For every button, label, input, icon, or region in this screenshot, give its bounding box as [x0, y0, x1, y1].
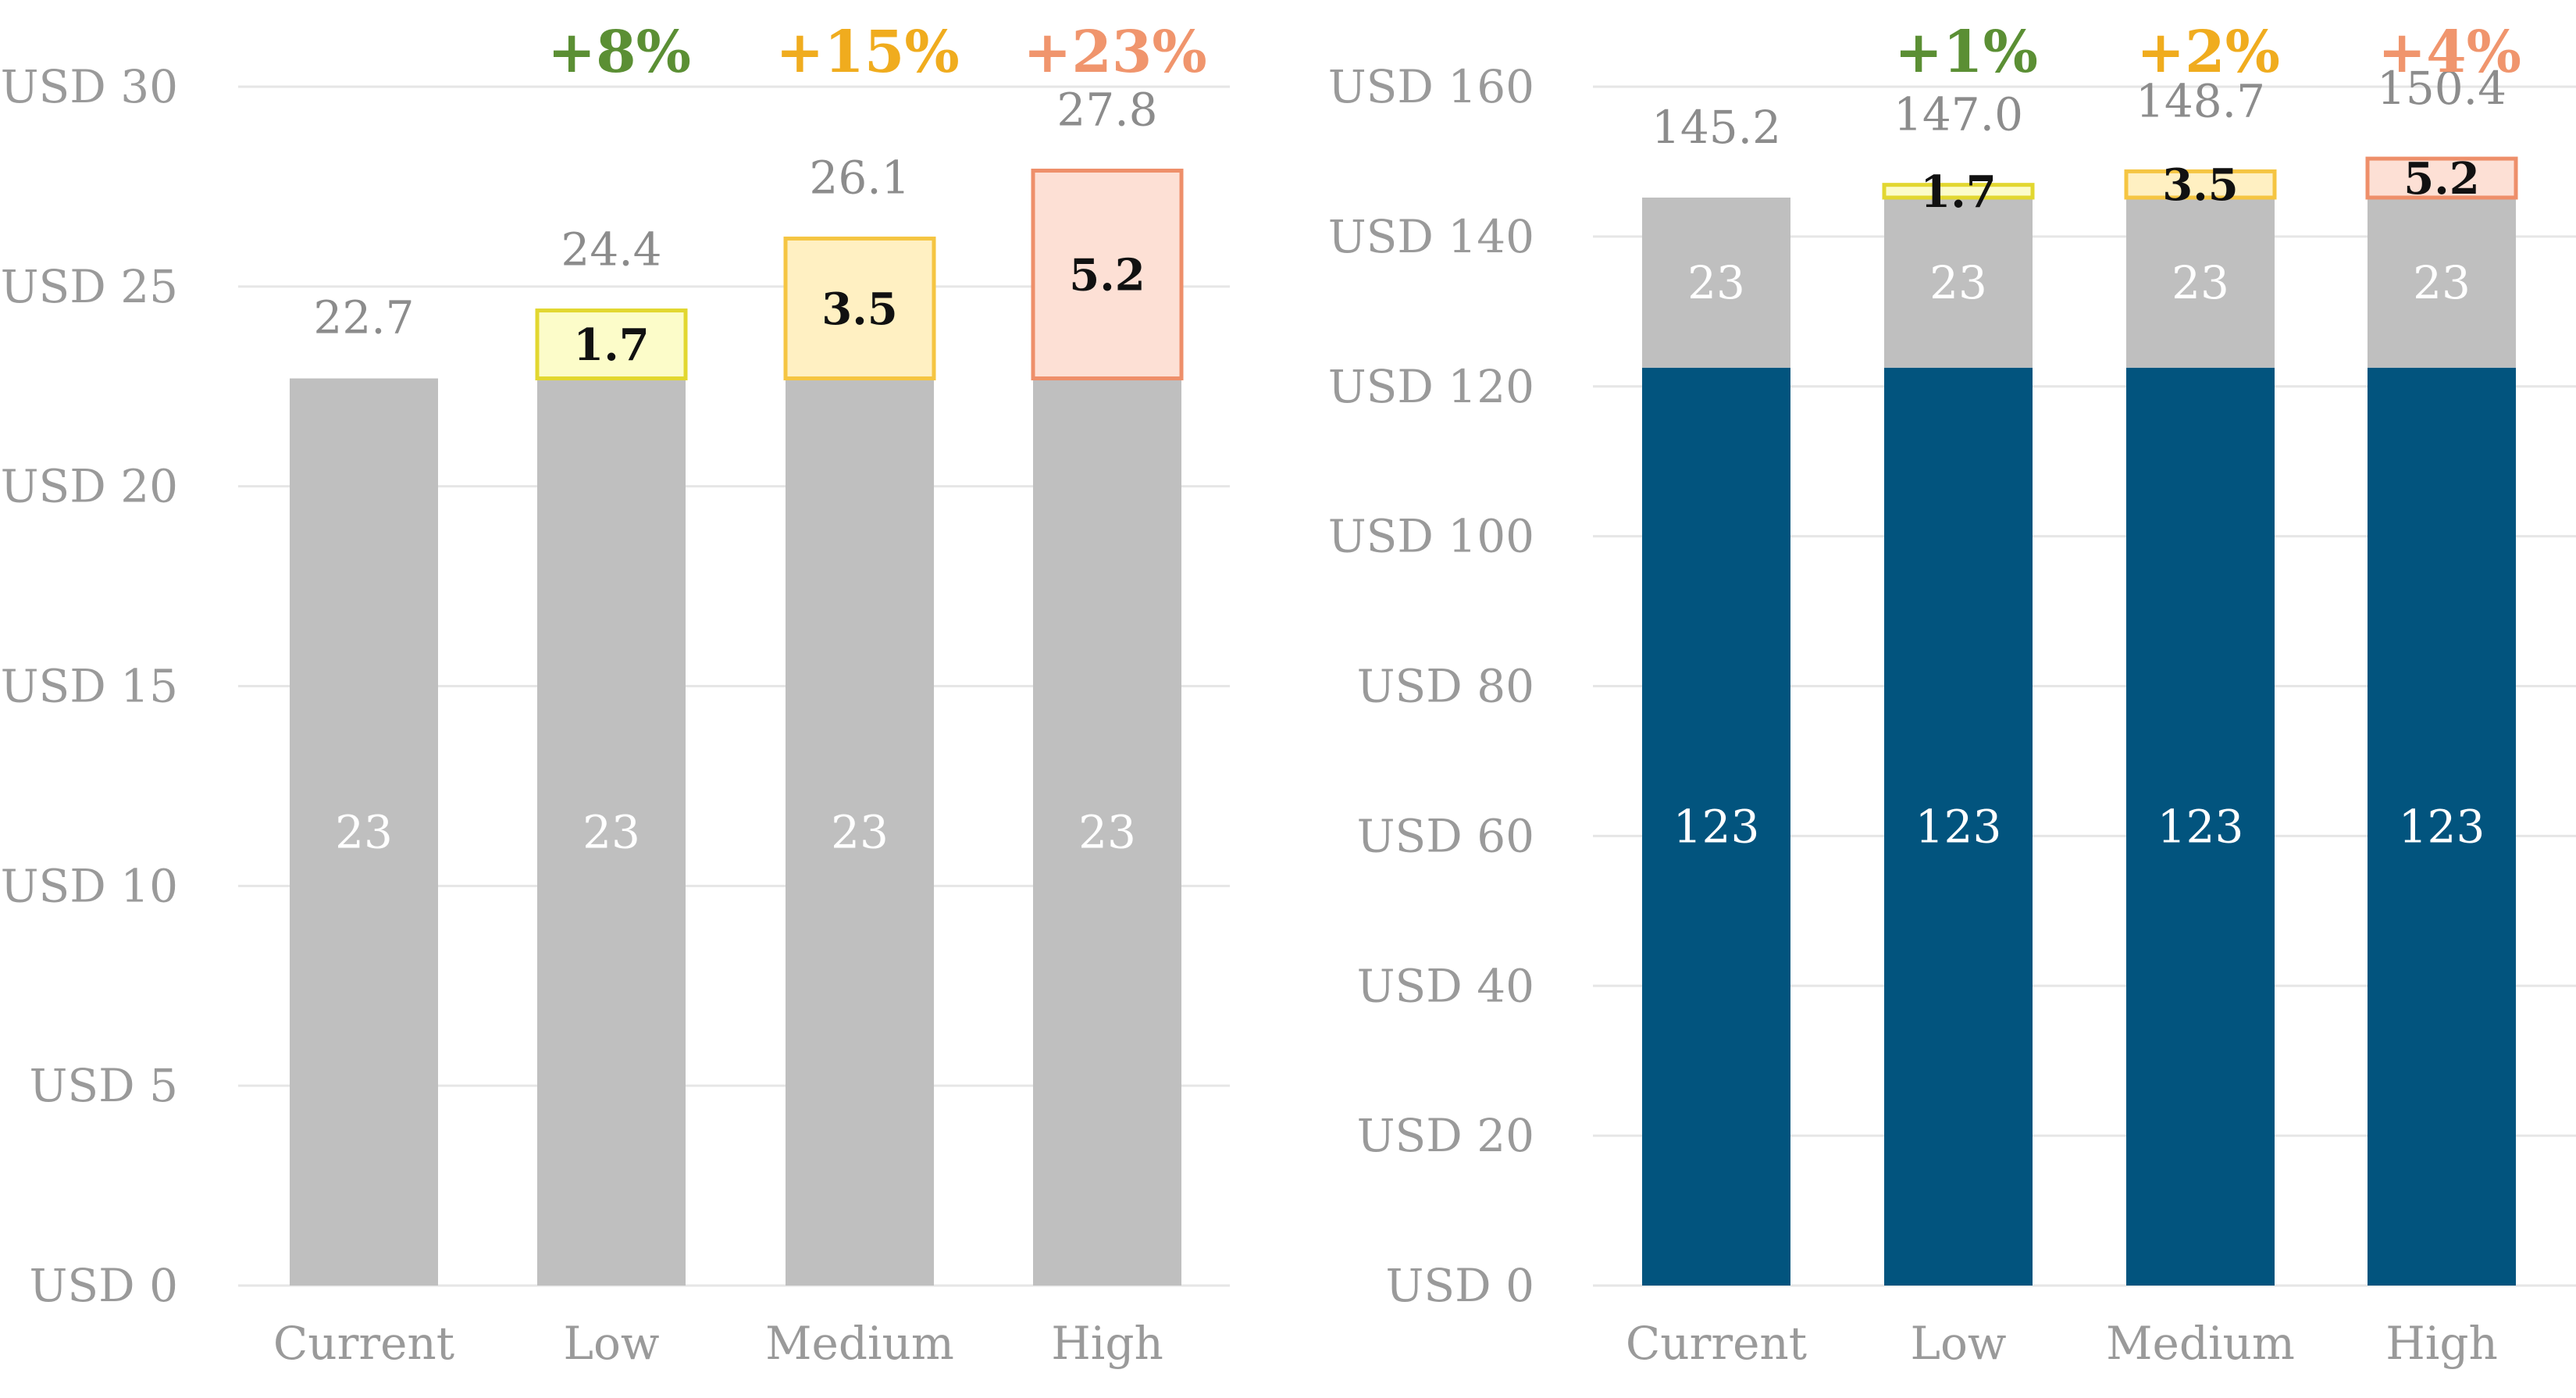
increase-label: 3.5 — [2162, 159, 2238, 211]
bar-segment-base-a — [2126, 367, 2275, 1286]
segment-label: 23 — [1929, 256, 1987, 309]
pct-change-label: +2% — [2136, 19, 2280, 86]
bar-segment-base-a — [1642, 367, 1790, 1286]
x-category-label: High — [1051, 1317, 1163, 1370]
total-label: 145.2 — [1651, 101, 1781, 154]
segment-label: 123 — [1673, 800, 1760, 853]
total-label: 148.7 — [2136, 74, 2265, 127]
segment-label: 123 — [2399, 800, 2485, 853]
x-category-label: Current — [1626, 1317, 1807, 1370]
bar-segment-base-a — [1884, 367, 2033, 1286]
segment-label: 23 — [1687, 256, 1745, 309]
y-tick-label: USD 100 — [1328, 510, 1534, 563]
bar-segment-increase — [535, 308, 688, 381]
segment-label: 23 — [2413, 256, 2471, 309]
increase-label: 3.5 — [821, 284, 897, 335]
bar-segment-increase — [783, 236, 936, 381]
pct-change-label: +8% — [547, 19, 691, 86]
y-tick-label: USD 5 — [30, 1059, 178, 1112]
segment-label: 23 — [2172, 256, 2229, 309]
total-label: 22.7 — [313, 291, 414, 344]
y-tick-label: USD 20 — [1, 460, 178, 513]
segment-label: 23 — [831, 805, 889, 858]
bar-segment-base — [1033, 378, 1181, 1286]
x-category-label: Low — [563, 1317, 659, 1370]
bar-segment-increase — [2365, 156, 2518, 200]
x-category-label: Low — [1910, 1317, 2006, 1370]
bar-segment-base-b — [2126, 197, 2275, 368]
y-tick-label: USD 25 — [1, 260, 178, 313]
total-label: 147.0 — [1894, 88, 2023, 141]
y-tick-label: USD 0 — [30, 1259, 178, 1312]
segment-label: 123 — [1915, 800, 2002, 853]
bar-segment-base-b — [1884, 197, 2033, 368]
y-tick-label: USD 140 — [1328, 210, 1534, 263]
increase-label: 5.2 — [2403, 153, 2479, 205]
y-tick-label: USD 40 — [1357, 959, 1534, 1012]
bar-segment-base — [290, 378, 438, 1286]
x-category-label: Medium — [2106, 1317, 2295, 1370]
x-category-label: High — [2385, 1317, 2498, 1370]
total-label: 26.1 — [809, 151, 910, 204]
x-category-label: Current — [273, 1317, 454, 1370]
bar-segment-increase — [1882, 183, 2035, 200]
segment-label: 23 — [1078, 805, 1136, 858]
y-tick-label: USD 15 — [1, 660, 178, 713]
pct-change-label: +23% — [1023, 19, 1206, 86]
y-tick-label: USD 10 — [1, 859, 178, 912]
y-tick-label: USD 60 — [1357, 809, 1534, 862]
total-label: 27.8 — [1056, 83, 1157, 136]
total-label: 24.4 — [561, 223, 661, 276]
bar-segment-base — [786, 378, 934, 1286]
segment-label: 23 — [583, 805, 640, 858]
increase-label: 5.2 — [1069, 249, 1145, 301]
y-tick-label: USD 160 — [1328, 60, 1534, 113]
bar-segment-base-b — [2368, 197, 2516, 368]
bar-segment-increase — [1031, 168, 1184, 381]
bar-segment-base-a — [2368, 367, 2516, 1286]
segment-label: 123 — [2157, 800, 2244, 853]
pct-change-label: +1% — [1894, 19, 2038, 86]
y-tick-label: USD 80 — [1357, 660, 1534, 713]
y-tick-label: USD 20 — [1357, 1109, 1534, 1162]
bar-segment-base — [537, 378, 686, 1286]
bar-segment-increase — [2124, 169, 2277, 200]
y-tick-label: USD 120 — [1328, 360, 1534, 413]
bar-segment-base-b — [1642, 197, 1790, 368]
x-category-label: Medium — [765, 1317, 954, 1370]
increase-label: 1.7 — [573, 319, 649, 371]
y-tick-label: USD 0 — [1386, 1259, 1534, 1312]
segment-label: 23 — [335, 805, 393, 858]
pct-change-label: +4% — [2378, 19, 2521, 86]
total-label: 150.4 — [2377, 62, 2507, 115]
increase-label: 1.7 — [1920, 166, 1996, 218]
y-tick-label: USD 30 — [1, 60, 178, 113]
pct-change-label: +15% — [775, 19, 959, 86]
